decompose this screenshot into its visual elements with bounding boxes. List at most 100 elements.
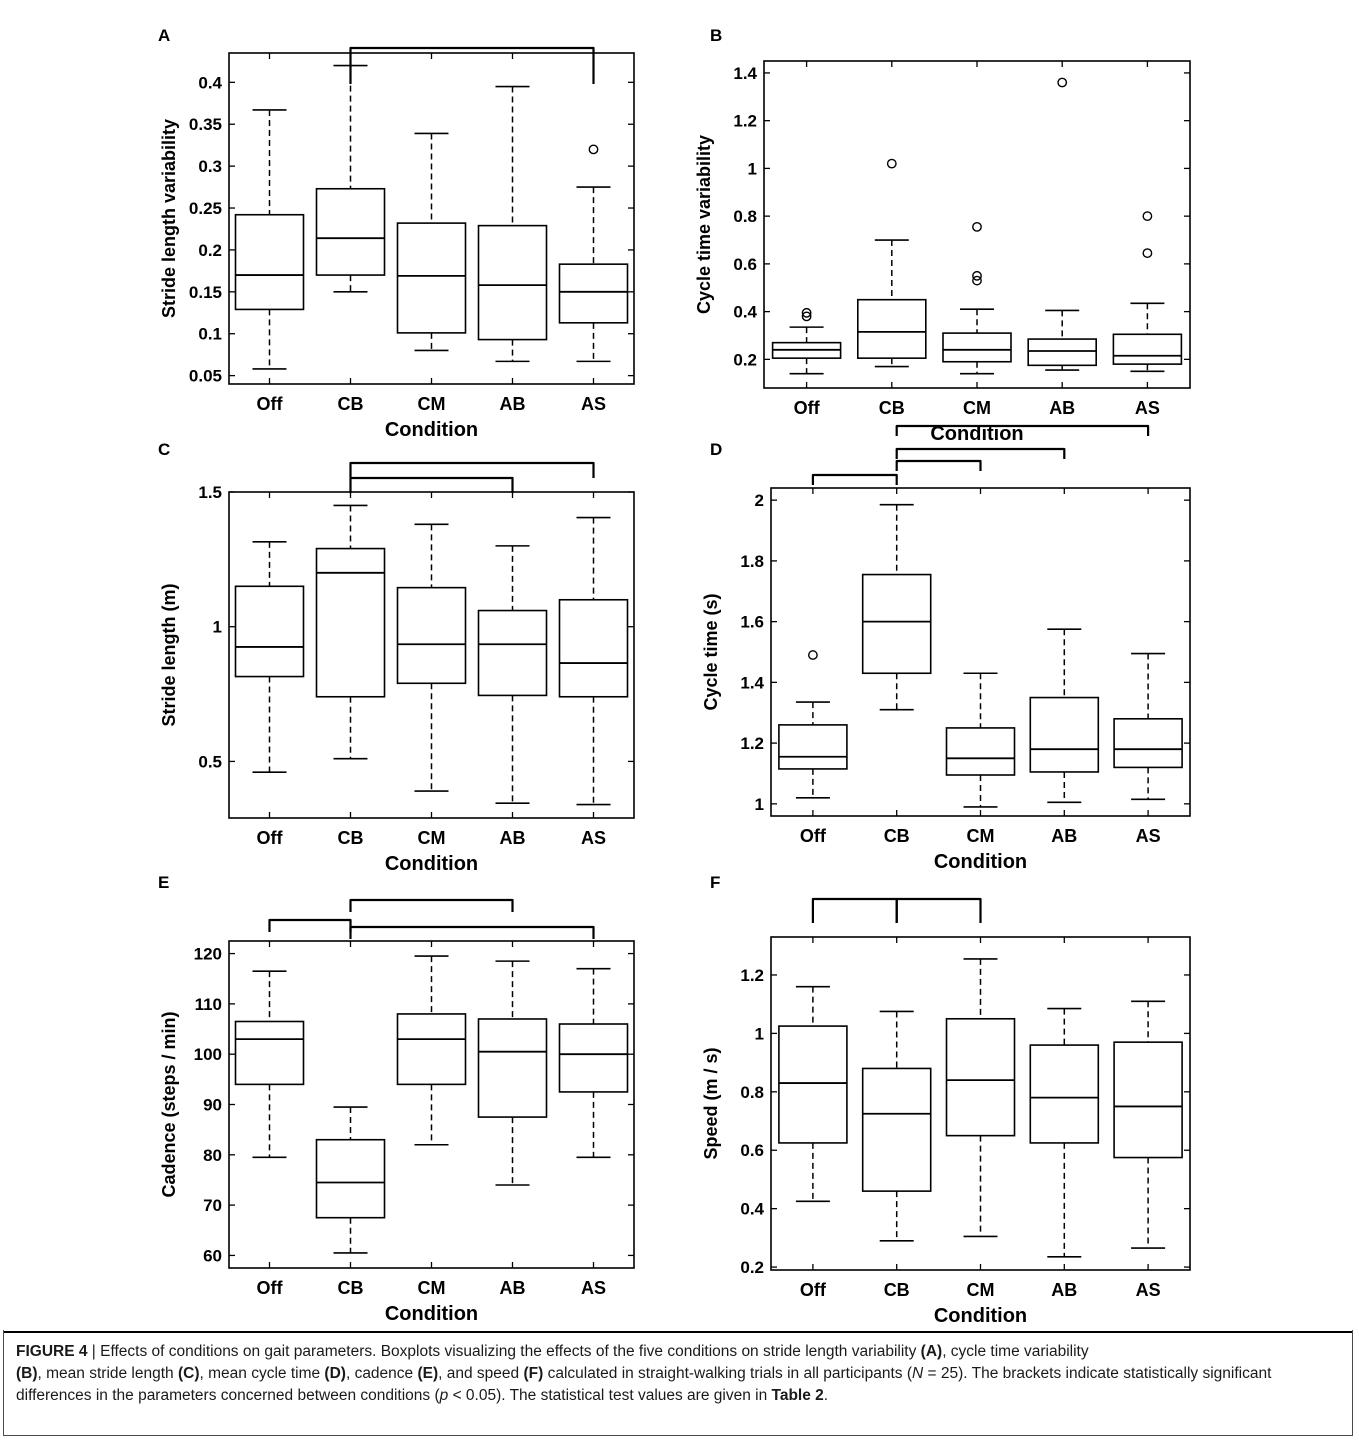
box-iqr <box>861 1067 932 1192</box>
y-tick-label: 70 <box>203 1196 222 1215</box>
y-tick-label: 90 <box>203 1096 222 1115</box>
outlier-point <box>972 275 982 286</box>
y-tick-label: 0.25 <box>189 199 222 218</box>
box-iqr <box>1112 333 1183 365</box>
box-iqr <box>315 1138 386 1219</box>
caption-ref-b: (B) <box>16 1365 38 1382</box>
y-tick-label: 0.35 <box>189 115 222 134</box>
x-tick-label: Off <box>800 1280 827 1300</box>
x-axis-label: Condition <box>930 423 1023 445</box>
box-iqr <box>396 222 467 334</box>
significance-bracket <box>895 447 1066 459</box>
x-axis-label: Condition <box>385 853 478 875</box>
box-iqr <box>234 213 305 311</box>
x-tick-label: AB <box>1051 1280 1077 1300</box>
x-tick-label: AB <box>500 394 526 414</box>
outlier-point <box>1142 248 1153 259</box>
y-tick-label: 1 <box>748 159 757 178</box>
y-tick-label: 1.4 <box>733 64 757 83</box>
box-iqr <box>234 1020 305 1086</box>
caption-p-symbol: p <box>439 1387 449 1404</box>
y-tick-label: 0.6 <box>740 1141 764 1160</box>
panel-label: C <box>158 440 170 459</box>
outlier-point <box>1057 77 1068 88</box>
box-iqr <box>477 1018 548 1118</box>
significance-bracket <box>349 898 514 912</box>
box-iqr <box>1113 718 1183 769</box>
box-iqr <box>942 332 1012 363</box>
y-tick-label: 0.6 <box>733 255 757 274</box>
x-tick-label: AB <box>500 828 526 848</box>
x-tick-label: AS <box>1136 826 1161 846</box>
caption-text-3: , mean stride length <box>37 1365 178 1382</box>
caption-text-10: . <box>823 1387 829 1404</box>
y-tick-label: 0.8 <box>733 207 757 226</box>
significance-bracket <box>349 461 595 478</box>
caption-text-6: , and speed <box>438 1365 524 1382</box>
caption-text-5: , cadence <box>345 1365 418 1382</box>
significance-bracket <box>811 473 898 485</box>
panel-label: E <box>158 873 169 892</box>
x-tick-label: CB <box>338 1278 364 1298</box>
box-iqr <box>1113 1041 1183 1159</box>
x-tick-label: AB <box>500 1278 526 1298</box>
x-tick-label: CB <box>338 828 364 848</box>
caption-text-7: calculated in straight-walking trials in… <box>543 1365 912 1382</box>
box-iqr <box>558 1023 629 1093</box>
caption-separator: | <box>87 1343 101 1360</box>
panel-label: B <box>710 26 722 45</box>
caption-ref-e: (E) <box>417 1365 439 1382</box>
significance-bracket <box>349 476 514 493</box>
box-iqr <box>856 298 927 359</box>
y-tick-label: 0.2 <box>198 241 222 260</box>
outlier-point <box>808 650 818 660</box>
box-iqr <box>1029 696 1100 773</box>
y-tick-label: 1.2 <box>740 966 764 985</box>
y-tick-label: 1 <box>755 1024 764 1043</box>
caption-ref-a: (A) <box>920 1343 943 1360</box>
x-tick-label: CB <box>884 826 910 846</box>
y-tick-label: 0.5 <box>198 752 222 771</box>
x-tick-label: AB <box>1049 398 1075 418</box>
x-tick-label: AS <box>581 1278 606 1298</box>
y-tick-label: 0.3 <box>198 157 222 176</box>
x-tick-label: CB <box>884 1280 910 1300</box>
outlier-point <box>801 311 812 322</box>
y-tick-label: 2 <box>755 491 764 510</box>
x-tick-label: AS <box>1136 1280 1161 1300</box>
caption-text-2: , cycle time variability <box>942 1343 1089 1360</box>
significance-bracket <box>895 897 982 923</box>
caption-frame <box>3 1330 1353 1436</box>
x-axis-label: Condition <box>934 1305 1027 1327</box>
caption-ref-c: (C) <box>177 1365 200 1382</box>
y-tick-label: 120 <box>194 945 222 964</box>
y-tick-label: 0.2 <box>740 1258 764 1277</box>
outlier-point <box>972 221 982 232</box>
box-iqr <box>558 598 629 698</box>
y-tick-label: 80 <box>203 1146 222 1165</box>
significance-bracket <box>895 424 1150 436</box>
figure-caption: FIGURE 4 | Effects of conditions on gait… <box>16 1341 1342 1407</box>
caption-text-1: Effects of conditions on gait parameters… <box>100 1343 921 1360</box>
y-tick-label: 0.4 <box>740 1200 764 1219</box>
box-iqr <box>1029 1044 1100 1144</box>
caption-table-ref: Table 2 <box>771 1387 824 1404</box>
x-tick-label: AS <box>581 828 606 848</box>
box-iqr <box>861 573 932 675</box>
y-tick-label: 0.4 <box>733 303 757 322</box>
box-iqr <box>778 1025 848 1144</box>
y-tick-label: 1.4 <box>740 673 764 692</box>
x-tick-label: CM <box>418 394 446 414</box>
x-tick-label: AS <box>581 394 606 414</box>
y-axis-label: Cycle time variability <box>694 135 714 314</box>
significance-bracket <box>349 925 595 939</box>
box-iqr <box>778 724 848 770</box>
box-iqr <box>396 1013 467 1086</box>
significance-bracket <box>349 46 595 84</box>
x-tick-label: CM <box>967 826 995 846</box>
box-iqr <box>558 263 629 324</box>
x-tick-label: CM <box>967 1280 995 1300</box>
y-tick-label: 1.8 <box>740 552 764 571</box>
caption-text-9: < 0.05). The statistical test values are… <box>448 1387 772 1404</box>
y-tick-label: 0.15 <box>189 283 222 302</box>
